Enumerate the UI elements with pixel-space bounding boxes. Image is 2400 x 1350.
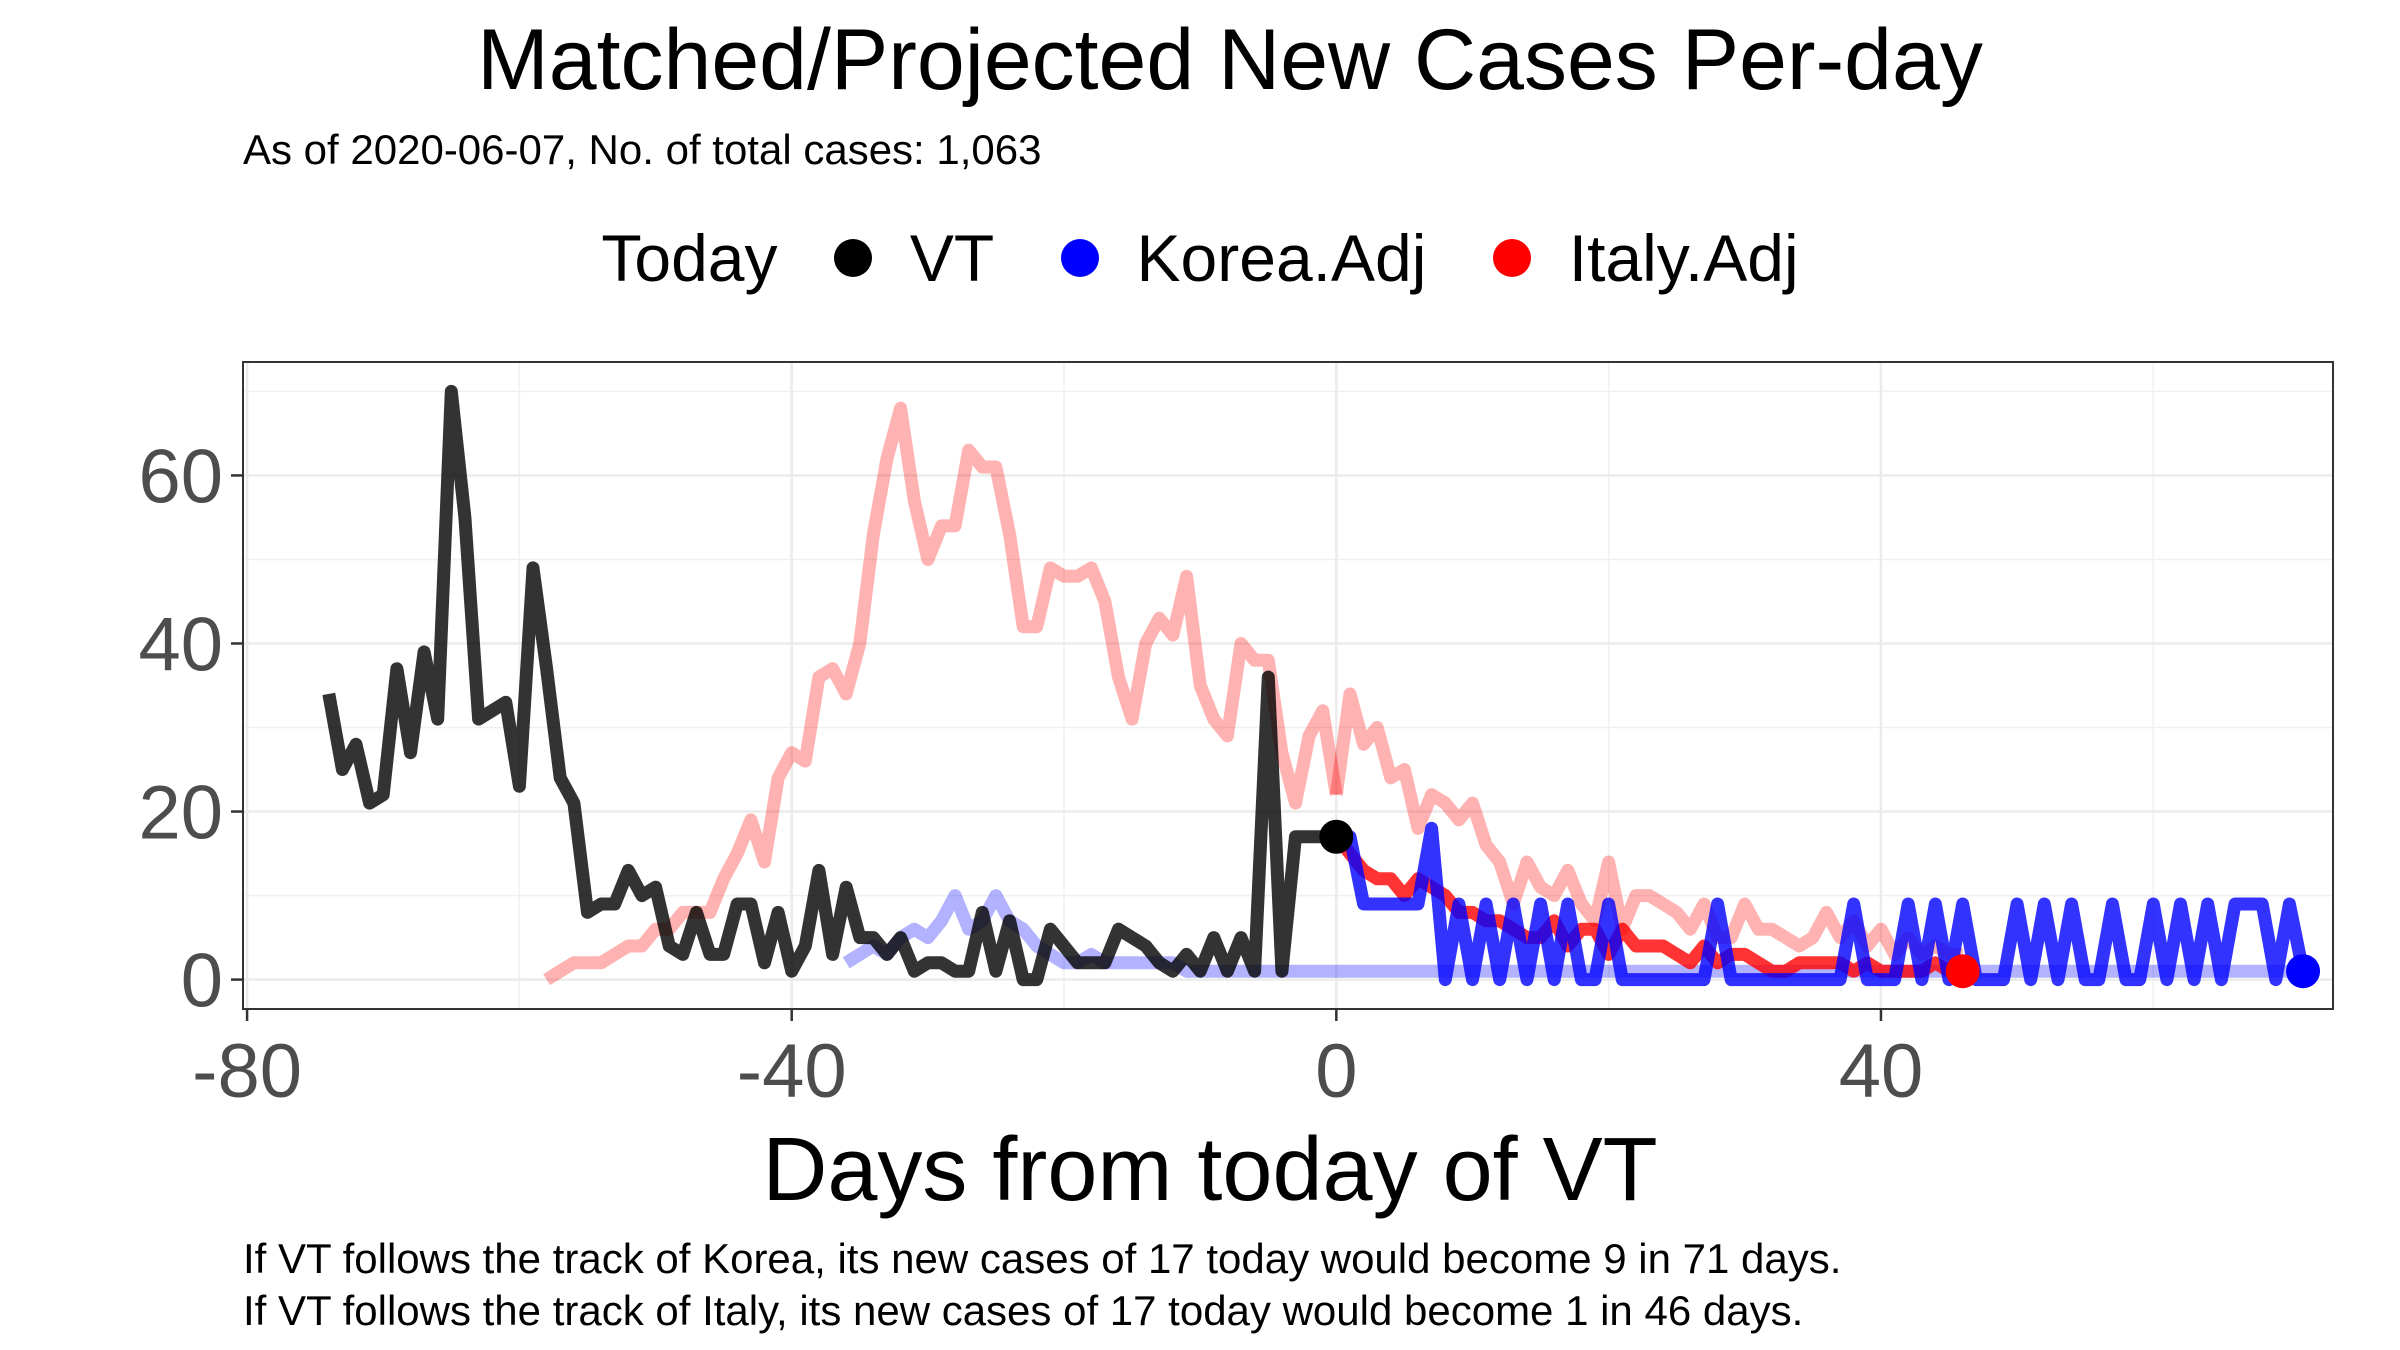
x-axis-label: Days from today of VT	[10, 1120, 2400, 1220]
y-tick-label: 0	[181, 939, 223, 1024]
marker-korea-adj-end	[2286, 954, 2320, 988]
x-tick-label: -80	[192, 1029, 302, 1114]
caption-italy: If VT follows the track of Italy, its ne…	[243, 1286, 1803, 1336]
y-tick-label: 60	[138, 434, 223, 519]
y-tick-label: 20	[138, 771, 223, 856]
marker-vt-today	[1319, 820, 1353, 854]
y-tick-label: 40	[138, 602, 223, 687]
marker-italy-adj-end	[1946, 954, 1980, 988]
x-tick-label: 40	[1839, 1029, 1924, 1114]
x-tick-label: -40	[737, 1029, 847, 1114]
x-tick-label: 0	[1315, 1029, 1357, 1114]
caption-korea: If VT follows the track of Korea, its ne…	[243, 1234, 1841, 1284]
